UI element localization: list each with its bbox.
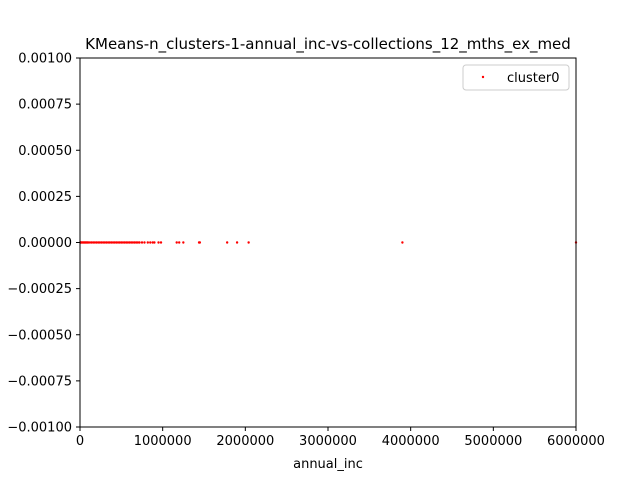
x-tick-label: 5000000 [464,434,522,449]
data-point [93,241,97,244]
x-tick-label: 4000000 [382,434,440,449]
data-point [140,241,144,244]
data-point [130,241,133,244]
legend-box [462,64,570,91]
y-tick-label: 0.00100 [18,52,72,67]
data-points [79,241,578,244]
data-point [103,241,107,244]
data-point [108,241,111,244]
data-point [88,241,92,244]
data-point [178,241,181,244]
data-point [106,241,110,244]
data-point [113,241,116,244]
data-point [128,241,131,244]
y-tick-label: 0.00000 [18,236,72,251]
data-point [149,241,152,244]
data-point [126,241,130,244]
y-tick-label: −0.00100 [7,421,72,436]
data-point [118,241,121,244]
x-tick-label: 1000000 [134,434,192,449]
data-point [175,241,178,244]
data-point [98,241,102,244]
data-point [247,241,250,244]
legend-label-cluster0: cluster0 [507,71,559,86]
y-tick-label: −0.00075 [7,374,72,389]
x-tick-label: 2000000 [216,434,274,449]
data-point [401,241,404,244]
y-tick-label: −0.00050 [7,328,72,343]
data-point [143,241,146,244]
data-point [123,241,126,244]
y-tick-label: −0.00025 [7,282,72,297]
data-point [100,241,103,244]
y-tick-label: 0.00075 [18,98,72,113]
legend-marker [481,75,485,79]
data-point [87,241,90,244]
data-point [146,241,149,244]
data-point [136,241,140,244]
data-point [138,241,141,244]
data-point [90,241,93,244]
data-point [121,241,125,244]
data-point [116,241,120,244]
x-tick-label: 0 [76,434,84,449]
data-point [157,241,160,244]
x-tick-label: 3000000 [299,434,357,449]
data-point [235,241,239,244]
x-axis: 0 1000000 2000000 3000000 4000000 5000000 6000… [76,427,605,449]
y-tick-label: 0.00025 [18,190,72,205]
y-tick-label: 0.00050 [18,144,72,159]
data-point [225,241,229,244]
data-point [159,241,163,244]
data-point [95,241,98,244]
data-point [151,241,154,244]
data-point [120,241,123,244]
legend: cluster0 [462,64,570,91]
data-point [133,241,136,244]
data-point [135,241,138,244]
data-point [153,241,156,244]
chart-title: KMeans-n_clusters-1-annual_inc-vs-collec… [85,35,571,54]
data-point [198,241,202,244]
data-point [125,241,128,244]
data-point [115,241,118,244]
data-point [101,241,105,244]
y-axis: 0.00100 0.00075 0.00050 0.00025 0.00000 −0.00… [7,52,80,436]
x-axis-label: annual_inc [293,457,363,472]
data-point [96,241,100,244]
data-point [110,241,113,244]
data-point [131,241,135,244]
data-point [105,241,108,244]
data-point [111,241,115,244]
data-point [182,241,185,244]
x-tick-label: 6000000 [547,434,605,449]
data-point [92,241,95,244]
